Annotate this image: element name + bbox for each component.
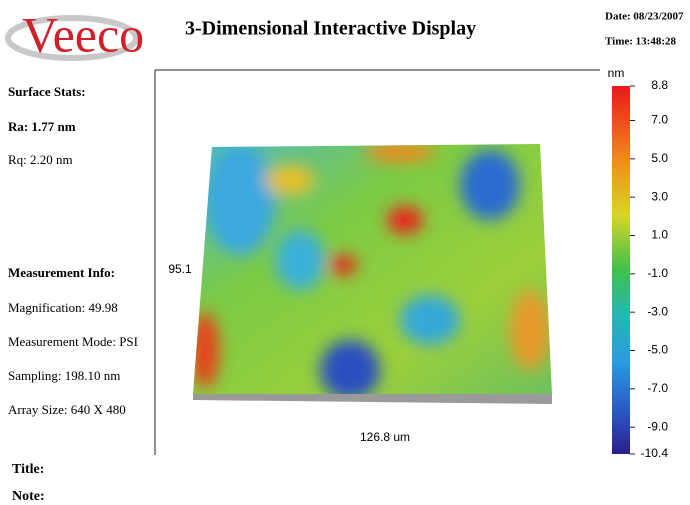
surface-high (193, 312, 219, 388)
surface-high (265, 165, 315, 195)
surface-low (320, 340, 380, 394)
info: Magnification: 49.98 (8, 300, 118, 315)
footer-label: Title: (12, 462, 44, 477)
colorbar-tick-label: 8.8 (651, 78, 668, 92)
footer-label: Note: (12, 489, 45, 504)
stat: Rq: 2.20 nm (8, 152, 73, 167)
info: Sampling: 198.10 nm (8, 368, 120, 383)
surface-low (205, 145, 275, 255)
axis-label: 95.1 (168, 262, 192, 276)
section-heading: Surface Stats: (8, 84, 86, 99)
surface-high (329, 255, 357, 275)
surface-high (387, 206, 423, 234)
surface-high (365, 144, 435, 162)
colorbar-tick-label: -3.0 (647, 304, 668, 318)
info: Array Size: 640 X 480 (8, 402, 126, 417)
colorbar-tick-label: -1.0 (647, 266, 668, 280)
time: Time: 13:48:28 (605, 36, 676, 48)
logo-swoosh (5, 15, 139, 61)
colorbar-tick-label: -5.0 (647, 343, 668, 357)
colorbar-tick-label: -7.0 (647, 381, 668, 395)
colorbar-tick-label: 5.0 (651, 151, 668, 165)
page-title: 3-Dimensional Interactive Display (185, 18, 476, 40)
colorbar-tick-label: 1.0 (651, 228, 668, 242)
colorbar-unit: nm (608, 66, 625, 80)
surface (193, 144, 552, 394)
axis-label: 126.8 um (360, 430, 410, 444)
surface-high (510, 290, 550, 370)
surface-low (460, 150, 520, 220)
colorbar-tick-label: 7.0 (651, 113, 668, 127)
colorbar-tick-label: -10.4 (641, 446, 669, 460)
surface-low (400, 295, 460, 345)
stat: Ra: 1.77 nm (8, 119, 76, 134)
section-heading: Measurement Info: (8, 265, 115, 280)
date: Date: 08/23/2007 (605, 11, 684, 23)
colorbar (612, 86, 630, 454)
colorbar-tick-label: 3.0 (651, 189, 668, 203)
surface-base (193, 394, 552, 404)
logo: Veeco (22, 6, 144, 62)
info: Measurement Mode: PSI (8, 334, 138, 349)
surface-low (275, 230, 325, 290)
colorbar-tick-label: -9.0 (647, 419, 668, 433)
